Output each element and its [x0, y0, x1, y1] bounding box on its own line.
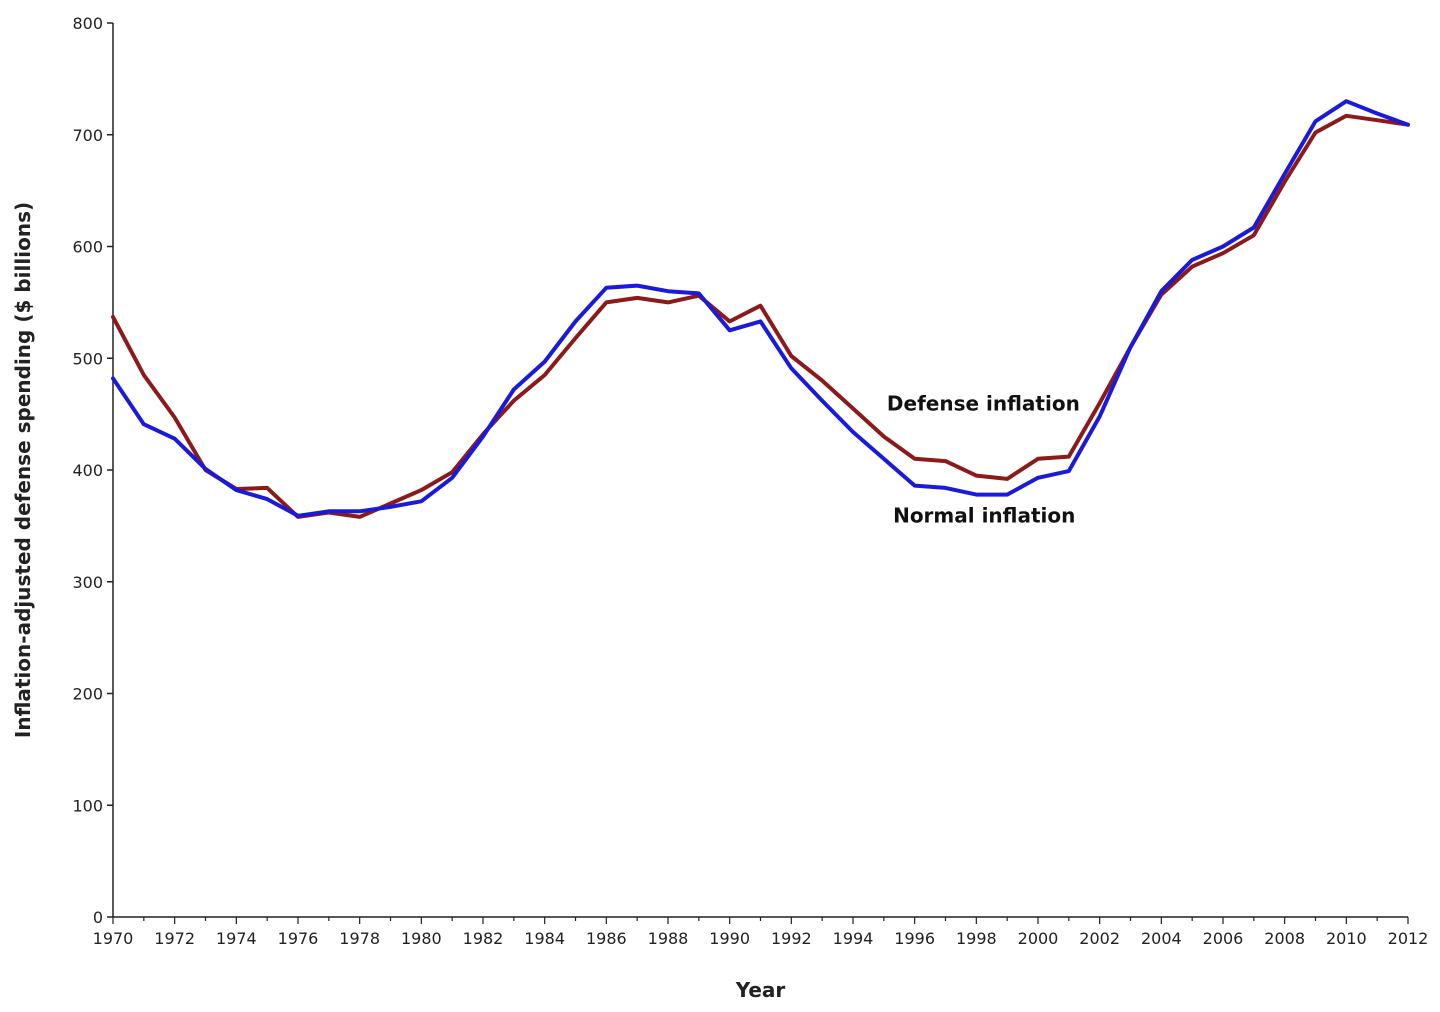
x-tick-label: 2012: [1388, 929, 1429, 948]
x-tick-label: 1990: [709, 929, 750, 948]
y-tick-label: 800: [72, 14, 103, 33]
y-tick-label: 700: [72, 126, 103, 145]
x-tick-label: 2010: [1326, 929, 1367, 948]
y-tick-label: 100: [72, 796, 103, 815]
x-tick-label: 1994: [833, 929, 874, 948]
y-tick-label: 500: [72, 349, 103, 368]
x-tick-label: 1996: [894, 929, 935, 948]
x-tick-label: 1970: [93, 929, 134, 948]
x-tick-label: 2000: [1018, 929, 1059, 948]
x-tick-label: 1978: [339, 929, 380, 948]
y-tick-label: 600: [72, 238, 103, 257]
x-tick-label: 1984: [524, 929, 565, 948]
x-tick-label: 1976: [278, 929, 319, 948]
x-tick-label: 1986: [586, 929, 627, 948]
y-tick-label: 0: [93, 908, 103, 927]
x-tick-label: 1992: [771, 929, 812, 948]
x-tick-label: 1982: [463, 929, 504, 948]
x-axis-ticks: 1970 1972 1974 1976 1978 1980 1982 1984 1986 1988…: [93, 917, 1429, 948]
y-tick-label: 200: [72, 685, 103, 704]
series-lines: [111, 99, 1410, 519]
annotation-normal-inflation: Normal inflation: [893, 504, 1075, 528]
x-tick-label: 2008: [1264, 929, 1305, 948]
y-tick-label: 300: [72, 573, 103, 592]
y-axis-title: Inflation-adjusted defense spending ($ b…: [11, 202, 35, 738]
y-axis-ticks: 0 100 200 300 400 500 600 700 800: [72, 14, 113, 927]
x-tick-label: 2006: [1203, 929, 1244, 948]
y-tick-label: 400: [72, 461, 103, 480]
x-tick-label: 2004: [1141, 929, 1182, 948]
x-axis-title: Year: [735, 978, 786, 1002]
x-tick-label: 1988: [648, 929, 689, 948]
x-tick-label: 1972: [154, 929, 195, 948]
x-tick-label: 2002: [1079, 929, 1120, 948]
x-tick-label: 1974: [216, 929, 257, 948]
x-tick-label: 1998: [956, 929, 997, 948]
x-tick-label: 1980: [401, 929, 442, 948]
annotation-defense-inflation: Defense inflation: [887, 392, 1080, 416]
series-line-defense-inflation: [111, 113, 1410, 519]
series-line-normal-inflation: [111, 99, 1410, 518]
axes: [112, 23, 1408, 918]
